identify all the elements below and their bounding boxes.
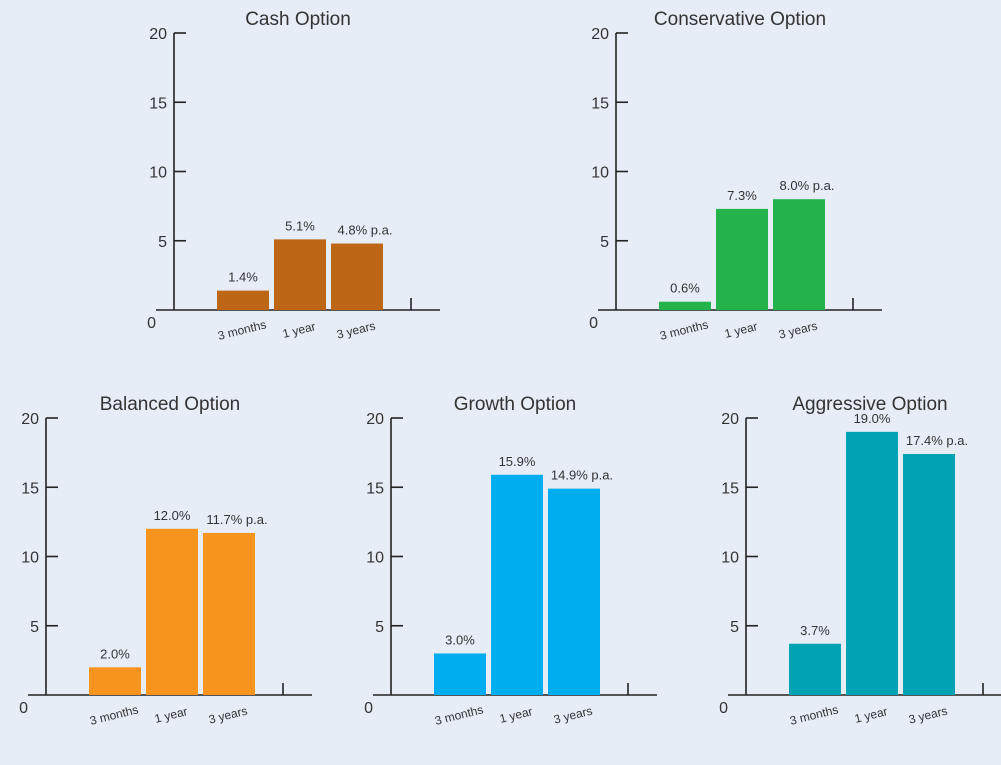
x-tick-label: 3 years [777,319,819,342]
data-label: 3.7% [800,623,830,638]
data-label: 12.0% [154,508,191,523]
y-tick-label: 0 [364,700,373,717]
data-label: 19.0% [854,411,891,426]
chart-title: Balanced Option [100,394,241,415]
x-tick-label: 3 months [788,702,839,728]
x-tick-label: 1 year [723,319,759,341]
bar [203,532,255,695]
y-tick-label: 20 [721,411,739,428]
x-tick-label: 3 years [207,704,249,727]
y-tick-label: 20 [591,26,609,43]
y-tick-label: 20 [149,26,167,43]
x-tick-label: 3 years [335,319,377,342]
y-tick-label: 10 [149,165,167,182]
x-tick-label: 1 year [498,704,534,726]
data-label: 11.7% p.a. [206,512,267,527]
bar [903,454,955,695]
y-tick-label: 0 [19,700,28,717]
bar [331,243,383,310]
y-tick-label: 15 [366,480,384,497]
bar [217,290,269,310]
data-label: 3.0% [445,632,475,647]
bar-chart-panel: Cash Option 0 5 10 15 20 1.4% 3 months 5.1% 1 yea… [147,9,440,343]
chart-title: Conservative Option [654,9,826,30]
bar [789,643,841,695]
y-tick-label: 5 [158,234,167,251]
x-tick-label: 3 years [907,704,949,727]
chart-title: Aggressive Option [792,394,947,415]
y-tick-label: 20 [366,411,384,428]
y-tick-label: 0 [147,315,156,332]
chart-title: Growth Option [454,394,577,415]
data-label: 8.0% p.a. [780,178,835,193]
x-tick-label: 3 months [88,702,139,728]
data-label: 14.9% p.a. [551,468,613,483]
bar [89,667,141,695]
y-tick-label: 5 [730,619,739,636]
data-label: 1.4% [228,270,258,285]
bar [548,488,600,695]
x-tick-label: 3 years [552,704,594,727]
y-tick-label: 15 [591,95,609,112]
data-label: 17.4% p.a. [906,433,968,448]
data-label: 7.3% [727,188,757,203]
data-label: 15.9% [499,454,536,469]
bar [146,528,198,695]
bar [716,208,768,310]
y-tick-label: 5 [375,619,384,636]
data-label: 0.6% [670,281,700,296]
x-tick-label: 1 year [853,704,889,726]
bar [773,199,825,310]
x-tick-label: 3 months [433,702,484,728]
y-tick-label: 15 [721,480,739,497]
data-label: 2.0% [100,646,130,661]
bar [274,239,326,310]
x-tick-label: 3 months [658,317,709,343]
data-label: 5.1% [285,218,315,233]
data-label: 4.8% p.a. [338,223,393,238]
bar [491,474,543,695]
y-tick-label: 5 [600,234,609,251]
x-tick-label: 1 year [153,704,189,726]
bar [659,301,711,310]
x-tick-label: 3 months [216,317,267,343]
x-tick-label: 1 year [281,319,317,341]
chart-title: Cash Option [245,9,351,30]
bar-chart-panel: Aggressive Option 0 5 10 15 20 3.7% 3 months 19.… [719,394,1001,728]
y-tick-label: 10 [591,165,609,182]
y-tick-label: 10 [21,550,39,567]
bar-chart-panel: Balanced Option 0 5 10 15 20 2.0% 3 months 12.0%… [19,394,312,728]
y-tick-label: 15 [21,480,39,497]
bar [846,431,898,695]
y-tick-label: 10 [366,550,384,567]
bar [434,653,486,695]
y-tick-label: 15 [149,95,167,112]
bar-chart-panel: Conservative Option 0 5 10 15 20 0.6% 3 months 7… [589,9,882,343]
y-tick-label: 10 [721,550,739,567]
y-tick-label: 20 [21,411,39,428]
bar-chart-panel: Growth Option 0 5 10 15 20 3.0% 3 months 15.9% 1 … [364,394,657,728]
y-tick-label: 0 [719,700,728,717]
y-tick-label: 0 [589,315,598,332]
y-tick-label: 5 [30,619,39,636]
